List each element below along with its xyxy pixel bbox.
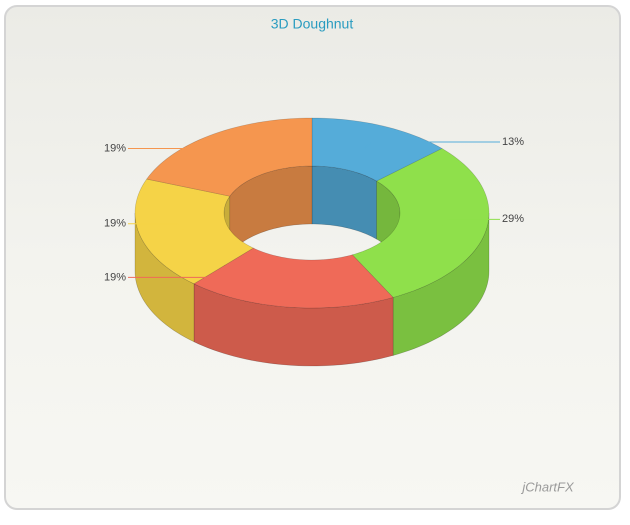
slice <box>146 117 313 197</box>
chart-title: 3D Doughnut <box>271 16 354 32</box>
leader-line <box>442 218 500 226</box>
watermark: jChartFX <box>520 479 575 494</box>
data-label: 29% <box>502 213 524 225</box>
wall-shade <box>312 166 377 240</box>
data-label: 19% <box>104 271 126 283</box>
leader-line <box>128 148 238 155</box>
leader-line <box>128 223 184 231</box>
leader-line <box>364 141 500 149</box>
chart-frame <box>4 5 621 510</box>
data-label: 19% <box>104 218 126 230</box>
wall-shade <box>393 213 489 356</box>
leader-line <box>128 276 296 284</box>
data-label: 19% <box>104 142 126 154</box>
top-faces <box>134 117 490 309</box>
wall-shade <box>193 283 394 366</box>
data-label: 13% <box>502 136 524 148</box>
labels: 13% 29% 19% 19% 19% <box>104 136 524 284</box>
wall-shade <box>229 166 312 255</box>
outer-walls <box>134 212 490 367</box>
